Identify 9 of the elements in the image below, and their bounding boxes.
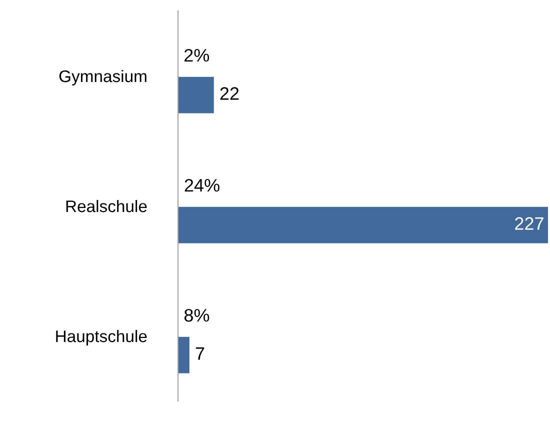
y-tick-label: Gymnasium bbox=[59, 70, 146, 86]
data-label: 24% bbox=[184, 178, 220, 192]
data-label: 227 bbox=[515, 217, 544, 230]
data-label: 8% bbox=[184, 308, 210, 322]
data-label: 7 bbox=[196, 347, 204, 360]
data-label: 2% bbox=[184, 48, 210, 62]
y-tick-label: Realschule bbox=[66, 200, 147, 212]
data-label: 22 bbox=[220, 87, 239, 100]
y-tick-label: Hauptschule bbox=[56, 330, 147, 346]
